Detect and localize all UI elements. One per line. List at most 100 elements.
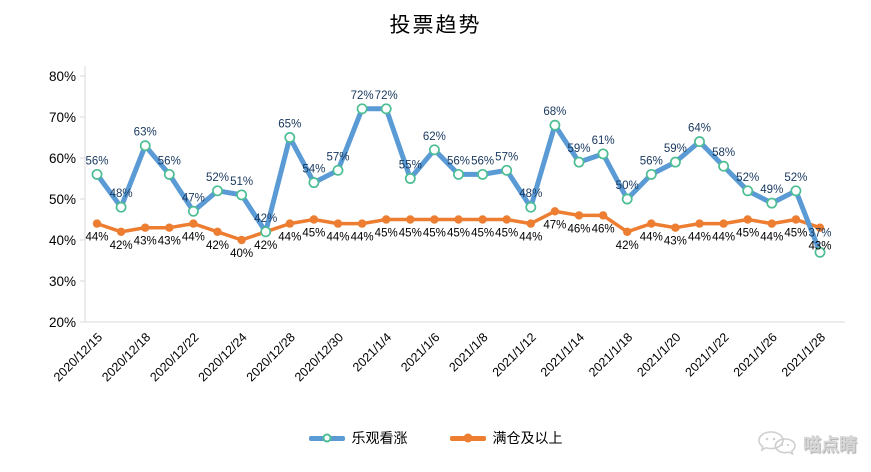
y-tick-label: 20% [49, 315, 76, 330]
watermark: 喵点睛 [757, 430, 857, 458]
data-point [332, 164, 344, 176]
data-label: 44% [640, 232, 663, 244]
data-label: 55% [399, 160, 422, 172]
data-label: 52% [784, 172, 807, 184]
data-point [309, 215, 319, 224]
data-point [623, 227, 632, 236]
data-label: 42% [616, 240, 639, 252]
data-label: 42% [254, 213, 277, 225]
data-label: 42% [110, 240, 133, 252]
data-label: 72% [375, 90, 398, 102]
data-point [647, 219, 656, 228]
data-point [814, 246, 826, 258]
x-tick-label: 2021/1/14 [538, 330, 587, 379]
x-tick-label: 2020/12/15 [51, 330, 105, 384]
data-label: 45% [423, 228, 446, 240]
data-point [237, 235, 246, 245]
data-point [743, 215, 752, 224]
optimistic-markers [91, 103, 826, 258]
data-point [357, 219, 367, 228]
data-point [742, 185, 754, 197]
data-label: 52% [206, 172, 229, 184]
y-tick-label: 80% [49, 69, 76, 84]
data-point [766, 197, 778, 209]
data-label: 61% [592, 135, 615, 147]
data-label: 45% [471, 228, 494, 240]
data-point [260, 226, 272, 238]
data-label: 57% [326, 151, 349, 163]
data-point [404, 173, 416, 184]
data-point [694, 136, 705, 148]
data-label: 44% [85, 232, 108, 244]
data-point [526, 219, 535, 228]
data-point [669, 156, 681, 168]
x-tick-label: 2020/12/18 [99, 330, 153, 384]
y-tick-label: 40% [49, 233, 76, 248]
data-label: 56% [85, 155, 108, 167]
legend: 乐观看涨 满仓及以上 [0, 428, 871, 448]
data-point [141, 223, 150, 232]
data-point [116, 227, 126, 236]
y-tick-label: 50% [49, 192, 76, 207]
x-tick-label: 2020/12/28 [244, 330, 298, 384]
data-point [333, 219, 343, 228]
data-point [139, 140, 151, 152]
y-tick-label: 60% [49, 151, 76, 166]
data-label: 43% [808, 241, 831, 253]
x-tick-label: 2020/12/24 [196, 330, 250, 384]
data-point [213, 227, 222, 236]
data-label: 46% [592, 223, 615, 235]
data-label: 45% [447, 228, 470, 240]
data-point [718, 160, 730, 172]
data-label: 43% [158, 236, 181, 248]
data-label: 45% [495, 228, 518, 240]
data-point [695, 219, 704, 228]
data-point [550, 207, 560, 216]
data-label: 56% [447, 155, 470, 167]
data-label: 54% [302, 164, 325, 176]
data-label: 42% [206, 240, 229, 252]
x-tick-label: 2021/1/26 [731, 330, 780, 379]
data-point [478, 215, 487, 224]
data-point [501, 164, 513, 176]
data-point [356, 103, 368, 115]
data-point [382, 215, 391, 224]
y-tick-label: 30% [49, 274, 76, 289]
data-point [284, 132, 296, 143]
x-tick-label: 2021/1/18 [586, 330, 635, 379]
x-tick-label: 2021/1/28 [779, 330, 828, 379]
data-label: 44% [278, 232, 301, 244]
data-point [477, 168, 489, 180]
data-label: 59% [664, 143, 687, 155]
solid-circle-marker-icon [463, 433, 472, 443]
x-axis-labels: 2020/12/152020/12/182020/12/222020/12/24… [51, 330, 828, 384]
data-point [212, 185, 223, 197]
data-label: 51% [230, 176, 253, 188]
data-point [790, 185, 802, 197]
data-point [428, 144, 440, 156]
data-point [525, 201, 537, 213]
data-point [645, 168, 657, 180]
data-label: 40% [230, 248, 253, 260]
data-label: 57% [495, 151, 518, 163]
data-point [285, 219, 294, 228]
data-label: 44% [712, 232, 735, 244]
data-point [573, 156, 585, 168]
data-label: 56% [158, 155, 181, 167]
x-tick-label: 2021/1/6 [398, 330, 442, 374]
data-point [815, 223, 825, 232]
y-tick-label: 70% [49, 110, 76, 125]
data-point [380, 103, 392, 115]
legend-item-full-position: 满仓及以上 [449, 428, 563, 448]
data-point [549, 119, 561, 131]
data-label: 48% [519, 188, 542, 200]
data-label: 44% [182, 232, 205, 244]
data-point [187, 205, 199, 217]
data-label: 44% [688, 232, 711, 244]
x-tick-label: 2021/1/20 [634, 330, 683, 379]
data-label: 43% [664, 236, 687, 248]
axes [84, 66, 845, 323]
data-label: 48% [110, 188, 133, 200]
full-position-line-swatch [449, 433, 486, 443]
